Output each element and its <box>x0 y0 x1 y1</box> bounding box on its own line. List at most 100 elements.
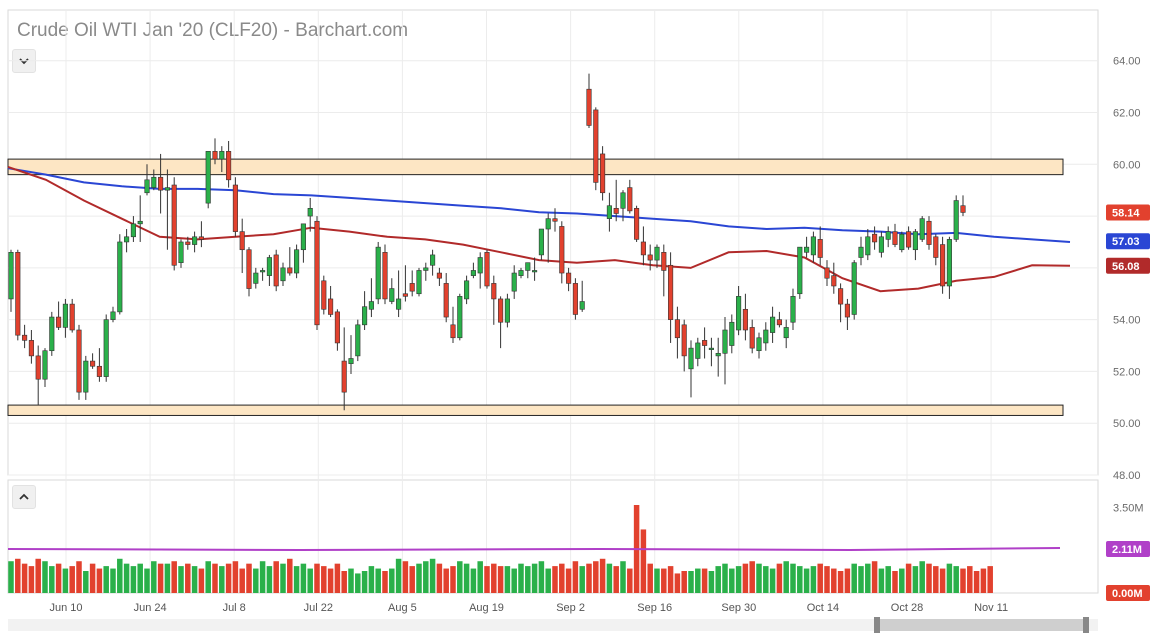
volume-bar <box>803 568 810 593</box>
candle <box>756 332 762 359</box>
candle <box>708 337 714 367</box>
candle-body <box>824 267 830 279</box>
volume-bar <box>504 566 511 593</box>
volume-bar <box>327 568 334 593</box>
candle-body <box>144 179 150 194</box>
candle-body <box>42 350 48 380</box>
candle <box>865 229 871 261</box>
volume-bar <box>701 568 708 593</box>
volume-bar <box>314 563 320 593</box>
volume-bar <box>871 561 878 593</box>
candle <box>232 177 238 237</box>
candle-body <box>627 187 633 212</box>
volume-bar <box>171 561 177 593</box>
candle-body <box>62 303 68 328</box>
x-tick-label: Jun 10 <box>49 602 82 614</box>
candle <box>76 324 82 400</box>
candle <box>144 164 150 196</box>
candle <box>838 283 844 323</box>
x-tick-label: Sep 2 <box>556 602 585 614</box>
collapse-volume-button[interactable] <box>12 485 36 509</box>
candle <box>525 262 531 279</box>
candle <box>28 330 34 364</box>
volume-bar <box>939 568 946 593</box>
candle <box>266 254 272 286</box>
candle <box>8 249 14 312</box>
horizontal-scrollbar[interactable] <box>8 617 1098 633</box>
candle <box>328 285 334 318</box>
candle <box>715 337 721 377</box>
candle-body <box>640 241 646 256</box>
volume-max-label: 3.50M <box>1113 502 1144 514</box>
volume-bar <box>776 563 783 593</box>
volume-bar <box>137 563 143 593</box>
candle-body <box>810 236 816 256</box>
candle-body <box>844 303 850 318</box>
candle-body <box>375 246 381 300</box>
x-tick-label: Sep 16 <box>637 602 672 614</box>
candle-body <box>681 324 687 357</box>
candle <box>49 311 55 356</box>
candle <box>382 244 388 305</box>
candle-body <box>124 236 130 243</box>
candle-body <box>164 187 170 191</box>
candle-body <box>198 236 204 240</box>
candle-body <box>253 272 259 284</box>
candle <box>742 293 748 341</box>
volume-bar <box>769 568 776 593</box>
candle <box>518 267 524 279</box>
candle <box>824 260 830 286</box>
candle <box>287 247 293 276</box>
volume-bar <box>334 563 341 593</box>
candle-body <box>273 254 279 287</box>
volume-bar <box>232 561 239 593</box>
candle-body <box>423 267 429 271</box>
candle-body <box>294 249 300 274</box>
y-tick-label: 48.00 <box>1113 470 1141 482</box>
volume-bar <box>790 563 796 593</box>
candle <box>307 197 313 232</box>
volume-bar <box>21 563 28 593</box>
volume-bar <box>368 566 375 593</box>
candle-body <box>552 218 558 222</box>
candle <box>158 153 164 214</box>
candle-body <box>103 319 109 377</box>
volume-bar <box>647 563 653 593</box>
candle <box>627 179 633 214</box>
volume-min-tag-bg <box>1106 585 1150 601</box>
candle-body <box>586 88 592 126</box>
candle-body <box>192 236 198 245</box>
candle-body <box>280 267 286 282</box>
candle-body <box>960 205 966 213</box>
volume-ma-tag-text: 2.11M <box>1112 544 1142 556</box>
candle-body <box>396 298 402 310</box>
candle-body <box>110 311 116 320</box>
x-tick-label: Jun 24 <box>134 602 167 614</box>
candle <box>702 327 708 359</box>
ma-short-tag-bg <box>1106 257 1150 274</box>
candle-body <box>8 252 14 300</box>
candle <box>423 262 429 281</box>
candle <box>593 107 599 191</box>
volume-bar <box>586 563 592 593</box>
candle-body <box>300 223 306 251</box>
candle-body <box>518 270 524 276</box>
candle <box>674 306 680 359</box>
candle <box>538 228 544 261</box>
candle <box>647 244 653 271</box>
scrollbar-left-handle <box>874 617 880 633</box>
volume-min-tag-text: 0.00M <box>1112 588 1143 600</box>
candle <box>348 335 354 375</box>
candle <box>436 267 442 286</box>
candle-body <box>470 270 476 276</box>
volume-bar <box>511 568 517 593</box>
volume-bar <box>627 568 633 593</box>
candle <box>260 267 266 281</box>
ma-short-tag: 56.08 <box>1106 257 1150 274</box>
candle-body <box>328 298 334 315</box>
volume-bar <box>973 571 980 593</box>
x-tick-label: Nov 11 <box>974 602 1008 614</box>
x-tick-label: Aug 5 <box>388 602 417 614</box>
